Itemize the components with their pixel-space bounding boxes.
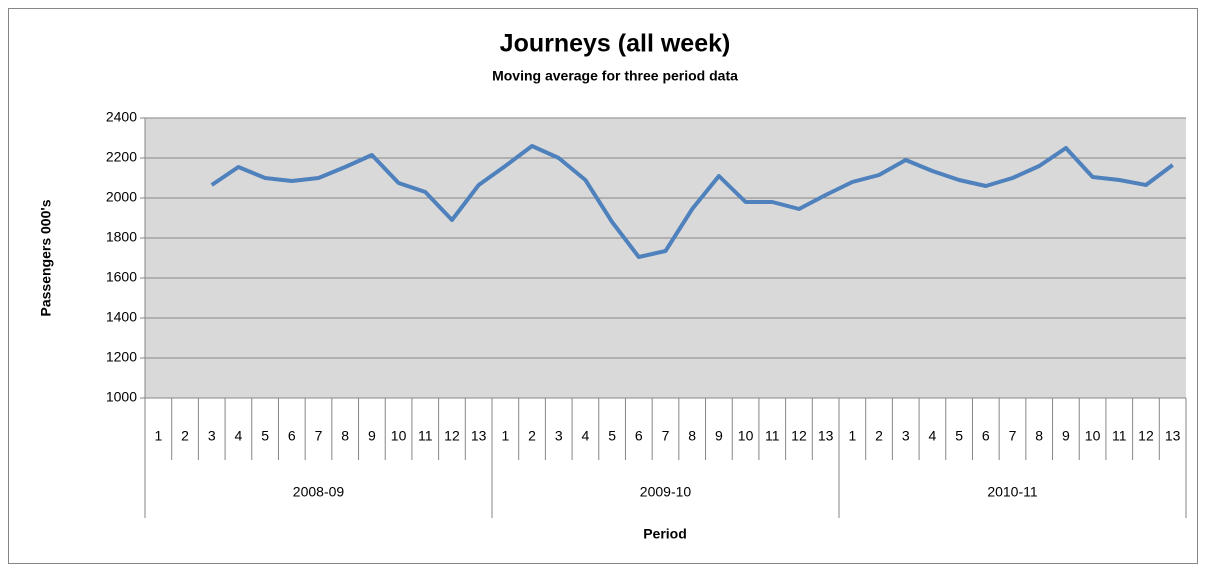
x-tick-label: 8 <box>1035 428 1043 444</box>
chart-title: Journeys (all week) <box>500 30 731 58</box>
x-tick-label: 1 <box>154 428 162 444</box>
x-tick-label: 4 <box>582 428 590 444</box>
y-tick-label: 1600 <box>106 269 137 285</box>
x-tick-label: 10 <box>1085 428 1101 444</box>
x-tick-label: 13 <box>471 428 487 444</box>
x-tick-label: 10 <box>391 428 407 444</box>
x-tick-label: 8 <box>688 428 696 444</box>
x-tick-label: 12 <box>444 428 460 444</box>
x-tick-label: 7 <box>315 428 323 444</box>
x-tick-label: 11 <box>1112 428 1127 444</box>
x-tick-label: 5 <box>955 428 963 444</box>
plot-area <box>145 118 1186 398</box>
chart-subtitle: Moving average for three period data <box>492 68 738 84</box>
y-tick-label: 1400 <box>106 309 137 325</box>
x-tick-label: 9 <box>715 428 723 444</box>
x-tick-label: 7 <box>1009 428 1017 444</box>
y-tick-label: 1200 <box>106 349 137 365</box>
x-tick-label: 2 <box>875 428 883 444</box>
y-axis-title: Passengers 000's <box>38 199 54 316</box>
y-tick-label: 2200 <box>106 149 137 165</box>
x-tick-label: 4 <box>929 428 937 444</box>
group-label: 2008-09 <box>293 484 345 500</box>
x-tick-label: 6 <box>982 428 990 444</box>
x-tick-label: 12 <box>791 428 807 444</box>
x-tick-label: 9 <box>1062 428 1070 444</box>
data-line <box>210 144 1174 259</box>
x-tick-label: 2 <box>528 428 536 444</box>
x-tick-label: 5 <box>608 428 616 444</box>
x-tick-label: 9 <box>368 428 376 444</box>
y-tick-label: 2000 <box>106 189 137 205</box>
x-tick-label: 3 <box>902 428 910 444</box>
x-tick-label: 11 <box>418 428 433 444</box>
group-label: 2009-10 <box>640 484 692 500</box>
group-label: 2010-11 <box>987 484 1038 500</box>
x-tick-label: 7 <box>662 428 670 444</box>
x-tick-label: 5 <box>261 428 269 444</box>
x-tick-label: 10 <box>738 428 754 444</box>
x-tick-label: 6 <box>288 428 296 444</box>
x-tick-label: 6 <box>635 428 643 444</box>
x-tick-label: 3 <box>208 428 216 444</box>
x-tick-label: 2 <box>181 428 189 444</box>
x-tick-label: 8 <box>341 428 349 444</box>
y-tick-label: 2400 <box>106 109 137 125</box>
x-tick-label: 3 <box>555 428 563 444</box>
x-tick-label: 13 <box>1165 428 1181 444</box>
x-tick-label: 11 <box>765 428 780 444</box>
y-tick-label: 1000 <box>106 389 137 405</box>
x-tick-label: 12 <box>1138 428 1154 444</box>
x-tick-label: 1 <box>848 428 856 444</box>
x-tick-label: 13 <box>818 428 834 444</box>
x-tick-label: 4 <box>235 428 243 444</box>
x-axis-title: Period <box>643 526 687 542</box>
y-tick-label: 1800 <box>106 229 137 245</box>
x-tick-label: 1 <box>501 428 509 444</box>
